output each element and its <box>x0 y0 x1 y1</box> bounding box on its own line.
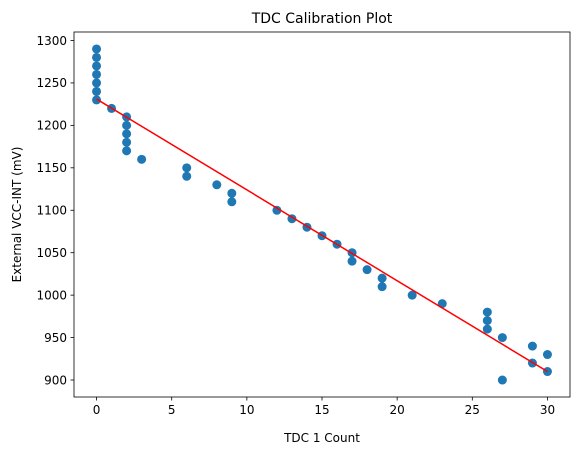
scatter-point <box>407 290 417 300</box>
x-tick-label: 20 <box>390 403 405 417</box>
y-axis: 900 950 1000 1050 1100 1150 1200 1250 1300 <box>36 34 74 387</box>
x-tick-label: 30 <box>540 403 555 417</box>
scatter-point <box>92 52 102 62</box>
scatter-point <box>122 146 132 156</box>
y-tick-label: 1100 <box>36 204 67 218</box>
scatter-point <box>212 180 222 190</box>
scatter-point <box>497 333 507 343</box>
fit-line <box>96 98 548 373</box>
scatter-point <box>272 205 282 215</box>
scatter-point <box>137 154 147 164</box>
scatter-point <box>362 265 372 275</box>
scatter-point <box>92 69 102 79</box>
scatter-point <box>182 163 192 173</box>
scatter-point <box>92 44 102 54</box>
scatter-point <box>122 137 132 147</box>
y-tick-label: 1300 <box>36 34 67 48</box>
scatter-point <box>377 273 387 283</box>
scatter-point <box>92 61 102 71</box>
x-axis-label: TDC 1 Count <box>283 431 360 445</box>
scatter-point <box>122 129 132 139</box>
scatter-point <box>482 316 492 326</box>
x-tick-label: 10 <box>239 403 254 417</box>
scatter-point <box>377 282 387 292</box>
x-tick-label: 0 <box>93 403 101 417</box>
scatter-point <box>227 188 237 198</box>
scatter-point <box>92 86 102 96</box>
y-tick-label: 900 <box>44 373 67 387</box>
y-tick-label: 1150 <box>36 161 67 175</box>
x-tick-label: 15 <box>314 403 329 417</box>
chart-title: TDC Calibration Plot <box>251 11 393 27</box>
scatter-point <box>182 171 192 181</box>
scatter-point <box>227 197 237 207</box>
y-tick-label: 1250 <box>36 76 67 90</box>
plot-area <box>92 44 552 385</box>
scatter-point <box>497 375 507 385</box>
scatter-point <box>482 307 492 317</box>
y-tick-label: 1200 <box>36 119 67 133</box>
x-axis: 0 5 10 15 20 25 30 <box>93 397 555 417</box>
y-tick-label: 1000 <box>36 288 67 302</box>
scatter-point <box>542 350 552 360</box>
scatter-point <box>92 78 102 88</box>
scatter-point <box>527 341 537 351</box>
y-tick-label: 1050 <box>36 246 67 260</box>
scatter-point <box>482 324 492 334</box>
x-tick-label: 5 <box>168 403 176 417</box>
y-axis-label: External VCC-INT (mV) <box>10 147 24 283</box>
y-tick-label: 950 <box>44 331 67 345</box>
x-tick-label: 25 <box>465 403 480 417</box>
scatter-point <box>347 256 357 266</box>
scatter-point <box>122 120 132 130</box>
